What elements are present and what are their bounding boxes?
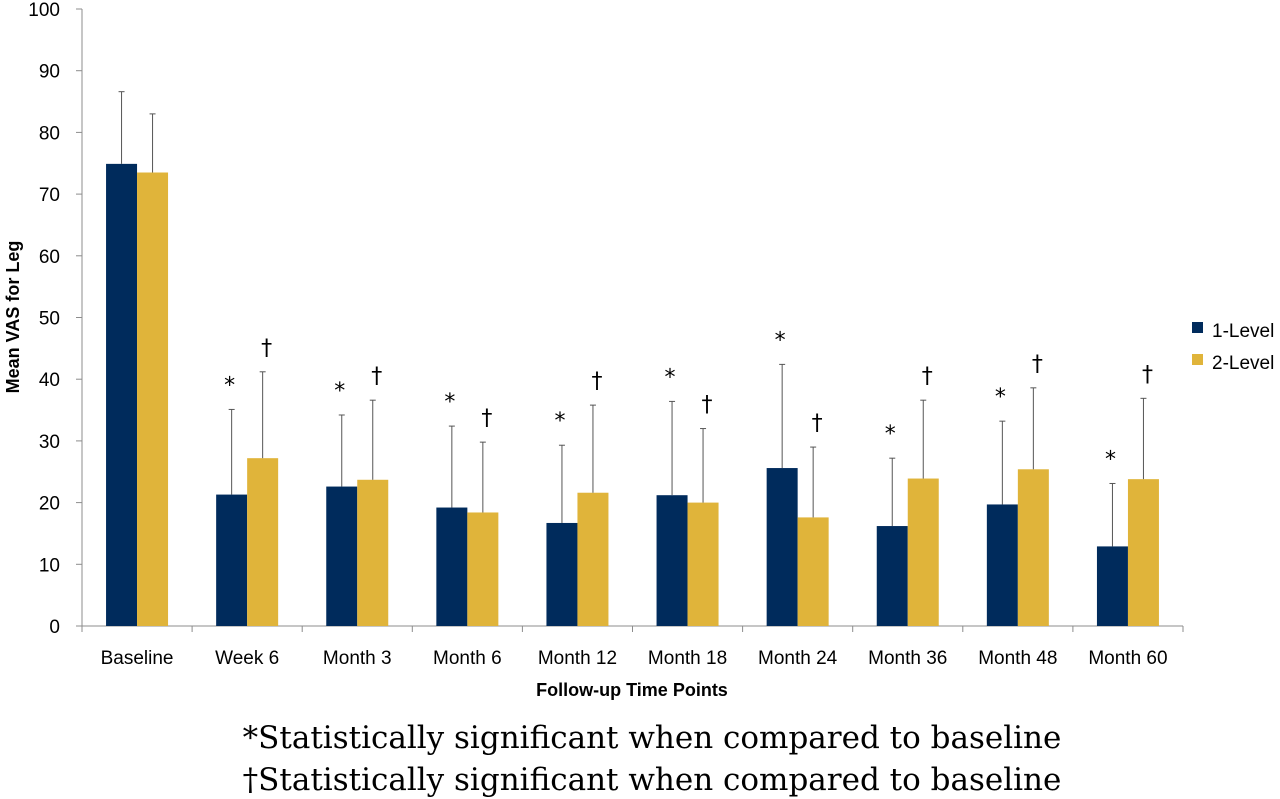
legend-swatch-1-level [1192, 322, 1203, 333]
error-bars [118, 91, 1147, 547]
asterisk-marker: * [665, 365, 676, 390]
y-tick-label: 0 [49, 617, 60, 638]
x-axis-ticks [81, 626, 1184, 632]
bar [467, 512, 499, 626]
dagger-marker: † [922, 364, 933, 389]
footnote-dagger: †Statistically significant when compared… [243, 762, 1062, 798]
category-label: Month 24 [758, 648, 838, 669]
dagger-marker: † [481, 406, 492, 431]
y-tick-label: 50 [39, 309, 60, 330]
category-label: Month 12 [538, 648, 617, 669]
y-tick-label: 100 [28, 0, 60, 21]
category-label: Month 60 [1088, 648, 1167, 669]
category-labels: Baseline Week 6 Month 3 Month 6 Month 12 Mont… [101, 648, 1168, 669]
bar [766, 468, 798, 626]
footnote-asterisk: *Statistically significant when compared… [243, 720, 1062, 756]
y-tick-label: 90 [39, 62, 60, 83]
category-label: Month 36 [868, 648, 947, 669]
bar [216, 494, 248, 626]
y-axis-ticks: 0 10 20 30 40 50 60 70 80 90 100 [28, 0, 82, 638]
y-axis-title: Mean VAS for Leg [3, 241, 23, 394]
category-label: Month 3 [323, 648, 392, 669]
category-label: Week 6 [215, 648, 279, 669]
asterisk-marker: * [224, 373, 235, 398]
dagger-marker: † [1142, 362, 1153, 387]
legend-label-2-level: 2-Level [1212, 353, 1274, 374]
dagger-marker: † [812, 411, 823, 436]
legend-swatch-2-level [1192, 354, 1203, 365]
dagger-marker: † [261, 336, 272, 361]
asterisk-marker: * [775, 328, 786, 353]
bar [687, 502, 719, 626]
bar [546, 522, 578, 626]
dagger-marker: † [591, 369, 602, 394]
bar [247, 458, 279, 626]
bar [876, 526, 908, 626]
bar [986, 504, 1018, 626]
x-axis-title: Follow-up Time Points [536, 680, 728, 700]
y-tick-label: 30 [39, 432, 60, 453]
legend-label-1-level: 1-Level [1212, 321, 1274, 342]
asterisk-marker: * [995, 385, 1006, 410]
bar [797, 517, 829, 626]
bar [357, 479, 389, 626]
bar [907, 478, 939, 626]
bar [436, 507, 468, 626]
asterisk-marker: * [444, 390, 455, 415]
y-tick-label: 80 [39, 123, 60, 144]
asterisk-marker: * [1105, 447, 1116, 472]
asterisk-marker: * [885, 422, 896, 447]
bar [326, 486, 358, 626]
y-tick-label: 20 [39, 494, 60, 515]
bar [137, 172, 169, 626]
legend: 1-Level 2-Level [1192, 321, 1274, 374]
y-tick-label: 10 [39, 555, 60, 576]
category-label: Month 6 [433, 648, 502, 669]
category-label: Month 48 [978, 648, 1057, 669]
dagger-marker: † [1032, 352, 1043, 377]
asterisk-marker: * [334, 379, 345, 404]
category-label: Baseline [101, 648, 174, 669]
y-tick-label: 60 [39, 247, 60, 268]
bar [656, 495, 688, 626]
asterisk-marker: * [554, 409, 565, 434]
bar [1017, 469, 1049, 626]
bar [1127, 479, 1159, 626]
bars [106, 163, 1159, 626]
bar [577, 492, 609, 626]
y-tick-label: 40 [39, 370, 60, 391]
significance-markers: * † * † * † * † * † * † * † * † * † [224, 328, 1153, 472]
dagger-marker: † [371, 364, 382, 389]
bar [1096, 546, 1128, 626]
category-label: Month 18 [648, 648, 727, 669]
y-tick-label: 70 [39, 185, 60, 206]
bar [106, 163, 138, 626]
dagger-marker: † [702, 393, 713, 418]
